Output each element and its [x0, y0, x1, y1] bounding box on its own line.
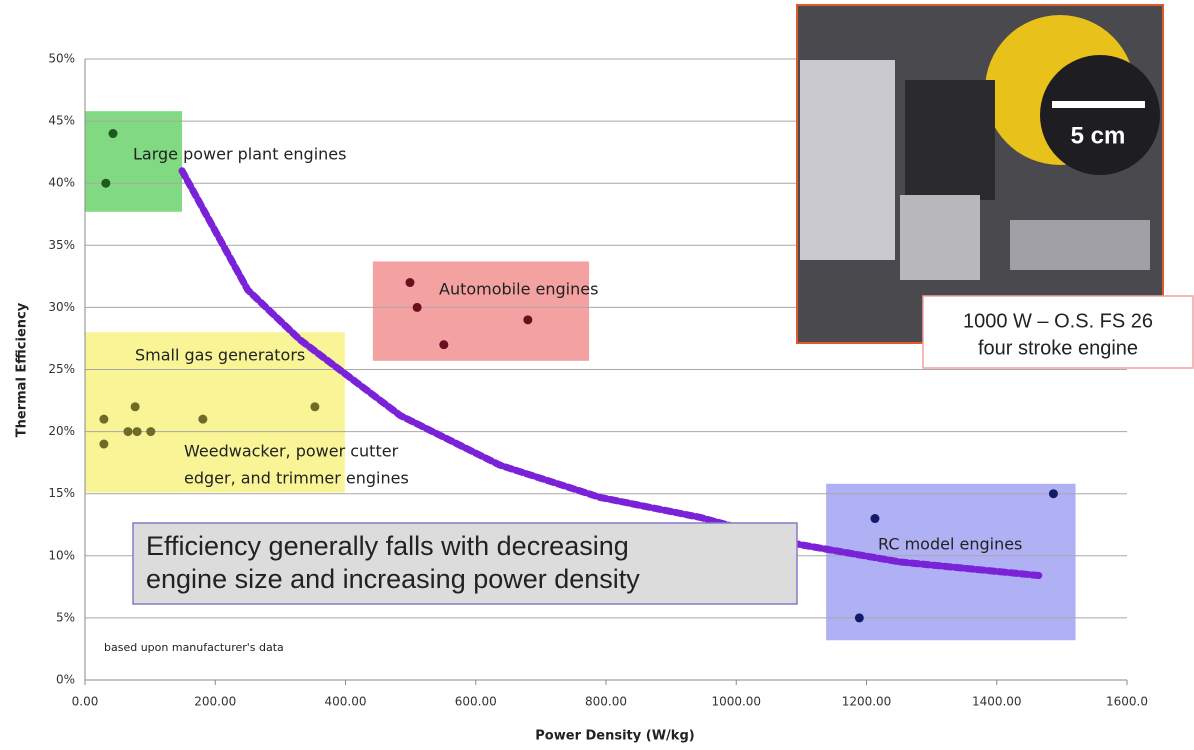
data-point	[99, 415, 108, 424]
x-tick-label: 1000.00	[711, 695, 761, 709]
message-text: engine size and increasing power density	[146, 564, 640, 594]
y-tick-label: 15%	[48, 486, 75, 500]
message-text: Efficiency generally falls with decreasi…	[146, 531, 629, 561]
y-tick-label: 45%	[48, 114, 75, 128]
x-tick-label: 1600.0	[1106, 695, 1148, 709]
region	[373, 261, 589, 360]
data-point	[109, 129, 118, 138]
y-tick-label: 10%	[48, 548, 75, 562]
x-tick-label: 1200.00	[842, 695, 892, 709]
region-label: Small gas generators	[135, 346, 305, 365]
y-tick-label: 5%	[56, 610, 75, 624]
data-point	[405, 278, 414, 287]
data-point	[198, 415, 207, 424]
region-label: RC model engines	[878, 535, 1022, 554]
x-tick-label: 1400.00	[972, 695, 1022, 709]
photo-detail	[900, 195, 980, 280]
data-point	[131, 402, 140, 411]
photo-detail	[905, 80, 995, 200]
photo-detail	[1010, 220, 1150, 270]
x-tick-label: 600.00	[455, 695, 497, 709]
data-point	[123, 427, 132, 436]
y-axis-title: Thermal Efficiency	[15, 302, 30, 437]
region-label: Large power plant engines	[133, 145, 346, 164]
data-point	[310, 402, 319, 411]
data-point	[101, 179, 110, 188]
x-tick-label: 0.00	[72, 695, 99, 709]
data-point	[523, 315, 532, 324]
x-tick-label: 400.00	[325, 695, 367, 709]
y-tick-label: 50%	[48, 52, 75, 66]
photo-detail	[1040, 55, 1160, 175]
photo-detail	[800, 60, 895, 260]
data-point	[855, 613, 864, 622]
data-point	[99, 440, 108, 449]
data-point	[870, 514, 879, 523]
x-tick-label: 800.00	[585, 695, 627, 709]
chart: Power Density (W/kg) Thermal Efficiency …	[0, 0, 1194, 750]
data-point	[413, 303, 422, 312]
region-label: edger, and trimmer engines	[184, 469, 409, 488]
source-note: based upon manufacturer's data	[104, 641, 284, 654]
y-tick-label: 0%	[56, 673, 75, 687]
y-tick-label: 40%	[48, 176, 75, 190]
scale-bar	[1052, 101, 1145, 108]
region-label: Weedwacker, power cutter	[184, 442, 399, 461]
y-tick-label: 20%	[48, 424, 75, 438]
data-point	[133, 427, 142, 436]
x-axis-title: Power Density (W/kg)	[535, 729, 694, 744]
x-tick-label: 200.00	[194, 695, 236, 709]
region-label: Automobile engines	[439, 280, 598, 299]
data-point	[146, 427, 155, 436]
y-tick-label: 25%	[48, 362, 75, 376]
data-point	[439, 340, 448, 349]
y-tick-label: 30%	[48, 300, 75, 314]
data-point	[1049, 489, 1058, 498]
photo-caption: four stroke engine	[978, 337, 1138, 359]
y-tick-label: 35%	[48, 238, 75, 252]
photo-caption: 1000 W – O.S. FS 26	[963, 310, 1153, 332]
scale-label: 5 cm	[1071, 122, 1126, 149]
